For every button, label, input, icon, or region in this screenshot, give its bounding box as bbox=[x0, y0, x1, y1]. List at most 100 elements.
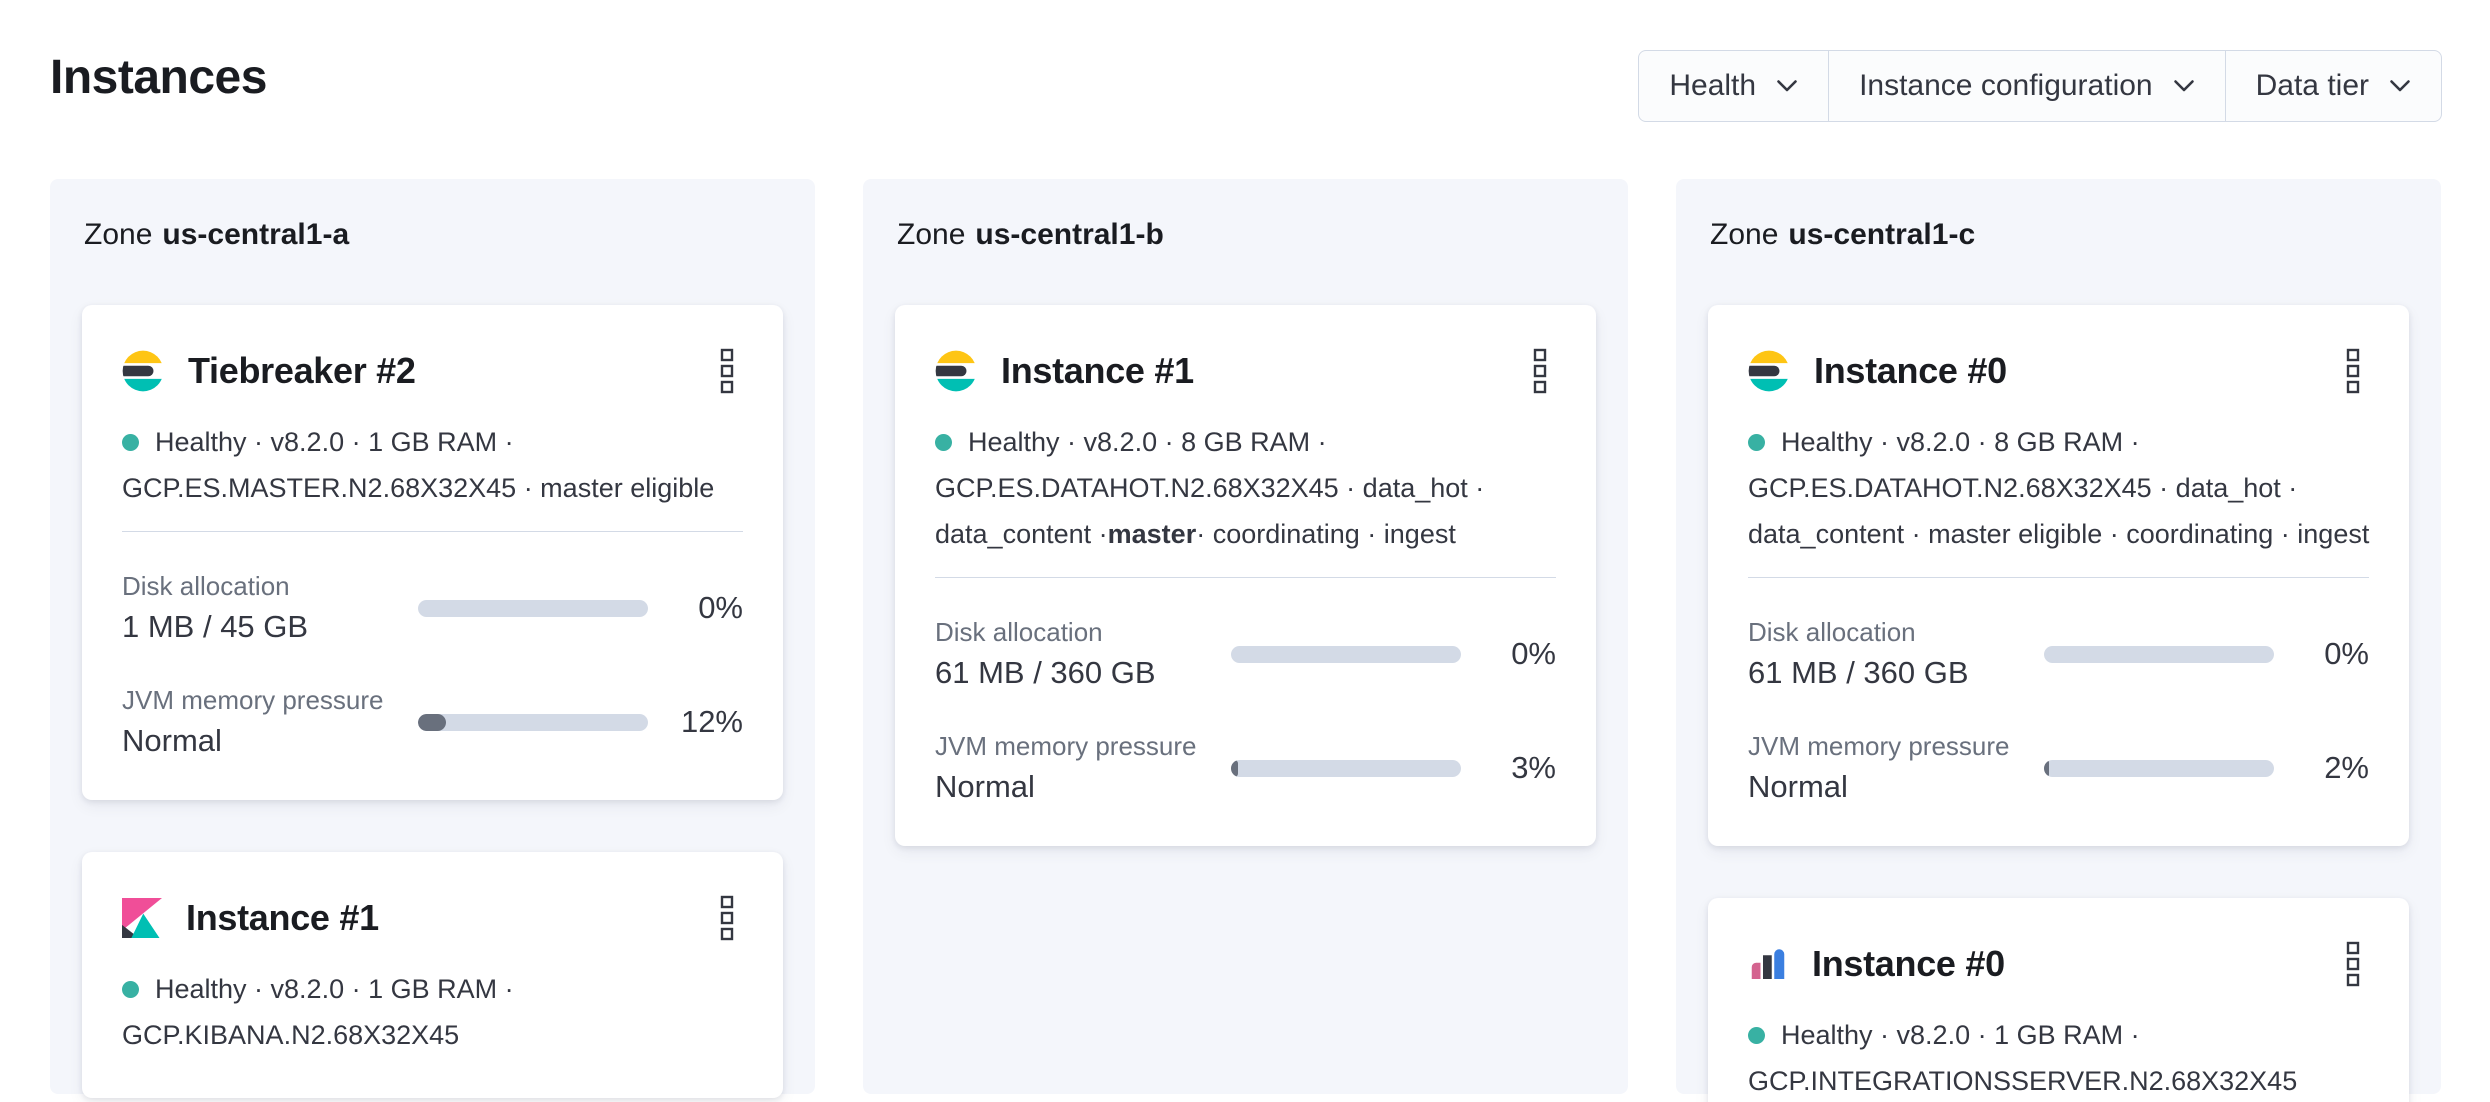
status-text: Healthy · v8.2.0 · 8 GB RAM · bbox=[1781, 427, 2140, 457]
divider bbox=[122, 531, 743, 532]
instance-status: Healthy · v8.2.0 · 1 GB RAM · GCP.ES.MAS… bbox=[122, 419, 743, 511]
metric-disk-allocation: Disk allocation 61 MB / 360 GB 0% bbox=[935, 616, 1556, 692]
instance-menu-button[interactable] bbox=[1524, 343, 1556, 399]
card-header: Tiebreaker #2 bbox=[122, 343, 743, 399]
instance-menu-button[interactable] bbox=[711, 343, 743, 399]
elasticsearch-icon bbox=[1748, 350, 1790, 392]
instance-title: Instance #0 bbox=[1814, 350, 2007, 391]
zone-name: us-central1-a bbox=[162, 218, 350, 251]
zone-title: Zone us-central1-c bbox=[1708, 217, 2409, 253]
instance-menu-button[interactable] bbox=[2337, 343, 2369, 399]
boxes-vertical-icon bbox=[2346, 941, 2360, 987]
health-dot bbox=[122, 433, 139, 451]
status-text: Healthy · v8.2.0 · 1 GB RAM · bbox=[155, 427, 514, 457]
zone-name: us-central1-c bbox=[1788, 218, 1976, 251]
metric-label: Disk allocation bbox=[935, 617, 1103, 647]
zone-label: Zone bbox=[1710, 218, 1779, 251]
progress-bar bbox=[418, 599, 648, 617]
filter-health-button[interactable]: Health bbox=[1639, 51, 1828, 121]
filter-health-label: Health bbox=[1669, 69, 1757, 102]
instance-card-es-1: Instance #1 Healthy · v8.2.0 · 8 GB RAM … bbox=[895, 305, 1596, 846]
status-text: GCP.ES.DATAHOT.N2.68X32X45 · data_hot · bbox=[1748, 473, 2298, 503]
status-text: data_content · master · coordinating · i… bbox=[935, 519, 1456, 549]
instance-status: Healthy · v8.2.0 · 8 GB RAM · GCP.ES.DAT… bbox=[1748, 419, 2369, 557]
progress-bar bbox=[1231, 759, 1461, 777]
instance-menu-button[interactable] bbox=[711, 890, 743, 946]
instance-status: Healthy · v8.2.0 · 8 GB RAM · GCP.ES.DAT… bbox=[935, 419, 1556, 557]
status-text: Healthy · v8.2.0 · 8 GB RAM · bbox=[968, 427, 1327, 457]
zone-title: Zone us-central1-a bbox=[82, 217, 783, 253]
filter-instance-configuration-label: Instance configuration bbox=[1859, 69, 2153, 102]
metric-percent: 12% bbox=[680, 704, 743, 739]
progress-bar bbox=[418, 713, 648, 731]
filter-data-tier-button[interactable]: Data tier bbox=[2224, 51, 2441, 121]
health-dot bbox=[935, 433, 952, 451]
elasticsearch-icon bbox=[935, 350, 977, 392]
topbar: Instances Health Instance configuration … bbox=[0, 0, 2490, 122]
metric-disk-allocation: Disk allocation 61 MB / 360 GB 0% bbox=[1748, 616, 2369, 692]
health-dot bbox=[1748, 433, 1765, 451]
zone-panel-us-central1-a: Zone us-central1-a Tiebreaker #2 bbox=[50, 179, 815, 1098]
status-text: GCP.ES.MASTER.N2.68X32X45 · master eligi… bbox=[122, 473, 715, 503]
instance-card-integrations-0: Instance #0 Healthy · v8.2.0 · 1 GB RAM … bbox=[1708, 898, 2409, 1102]
kibana-icon bbox=[122, 898, 162, 938]
instance-card-tiebreaker-2: Tiebreaker #2 Healthy · v8.2.0 · 1 GB RA… bbox=[82, 305, 783, 800]
progress-bar-fill bbox=[418, 713, 446, 731]
elasticsearch-icon bbox=[122, 350, 164, 392]
instance-menu-button[interactable] bbox=[2337, 936, 2369, 992]
instance-card-kibana-1: Instance #1 Healthy · v8.2.0 · 1 GB RAM … bbox=[82, 852, 783, 1098]
card-header: Instance #1 bbox=[935, 343, 1556, 399]
chevron-down-icon bbox=[2390, 80, 2410, 92]
divider bbox=[1748, 577, 2369, 578]
boxes-vertical-icon bbox=[720, 348, 734, 394]
progress-bar-fill bbox=[1231, 759, 1238, 777]
instance-title: Instance #1 bbox=[186, 897, 379, 938]
status-text: GCP.KIBANA.N2.68X32X45 bbox=[122, 1020, 460, 1050]
instance-title: Instance #0 bbox=[1812, 943, 2005, 984]
status-text: Healthy · v8.2.0 · 1 GB RAM · bbox=[155, 974, 514, 1004]
metric-jvm-memory-pressure: JVM memory pressure Normal 12% bbox=[122, 684, 743, 760]
metric-jvm-memory-pressure: JVM memory pressure Normal 2% bbox=[1748, 730, 2369, 806]
health-dot bbox=[122, 980, 139, 998]
progress-bar bbox=[2044, 759, 2274, 777]
health-dot bbox=[1748, 1026, 1765, 1044]
chevron-down-icon bbox=[1777, 80, 1797, 92]
filter-group: Health Instance configuration Data tier bbox=[1638, 50, 2442, 122]
zone-panel-us-central1-c: Zone us-central1-c Instance #0 bbox=[1676, 179, 2441, 1102]
filter-instance-configuration-button[interactable]: Instance configuration bbox=[1828, 51, 2225, 121]
progress-bar bbox=[1231, 645, 1461, 663]
instance-status: Healthy · v8.2.0 · 1 GB RAM · GCP.KIBANA… bbox=[122, 966, 743, 1058]
metric-value: Normal bbox=[122, 723, 222, 758]
divider bbox=[935, 577, 1556, 578]
metric-value: 1 MB / 45 GB bbox=[122, 609, 309, 644]
metric-percent: 0% bbox=[2324, 636, 2369, 671]
boxes-vertical-icon bbox=[1533, 348, 1547, 394]
instance-title: Tiebreaker #2 bbox=[188, 350, 416, 391]
status-text: GCP.INTEGRATIONSSERVER.N2.68X32X45 bbox=[1748, 1066, 2298, 1096]
progress-bar bbox=[2044, 645, 2274, 663]
metric-label: JVM memory pressure bbox=[122, 685, 384, 715]
zone-panel-us-central1-b: Zone us-central1-b Instance #1 bbox=[863, 179, 1628, 1094]
metric-label: JVM memory pressure bbox=[935, 731, 1197, 761]
zone-label: Zone bbox=[897, 218, 966, 251]
zones-row: Zone us-central1-a Tiebreaker #2 bbox=[0, 179, 2490, 1102]
zone-title: Zone us-central1-b bbox=[895, 217, 1596, 253]
card-header: Instance #1 bbox=[122, 890, 743, 946]
status-text: Healthy · v8.2.0 · 1 GB RAM · bbox=[1781, 1020, 2140, 1050]
instance-status: Healthy · v8.2.0 · 1 GB RAM · GCP.INTEGR… bbox=[1748, 1012, 2369, 1102]
card-header: Instance #0 bbox=[1748, 936, 2369, 992]
integrations-server-icon bbox=[1748, 944, 1788, 984]
boxes-vertical-icon bbox=[720, 895, 734, 941]
status-text: GCP.ES.DATAHOT.N2.68X32X45 · data_hot · bbox=[935, 473, 1485, 503]
status-text: data_content · master eligible · coordin… bbox=[1748, 519, 2370, 549]
metric-percent: 0% bbox=[698, 590, 743, 625]
chevron-down-icon bbox=[2173, 80, 2194, 92]
instance-title: Instance #1 bbox=[1001, 350, 1194, 391]
metric-percent: 0% bbox=[1511, 636, 1556, 671]
instance-card-es-0: Instance #0 Healthy · v8.2.0 · 8 GB RAM … bbox=[1708, 305, 2409, 846]
zone-label: Zone bbox=[84, 218, 153, 251]
metric-value: Normal bbox=[1748, 769, 1848, 804]
boxes-vertical-icon bbox=[2346, 348, 2360, 394]
page-title: Instances bbox=[50, 51, 267, 104]
metric-label: Disk allocation bbox=[1748, 617, 1916, 647]
